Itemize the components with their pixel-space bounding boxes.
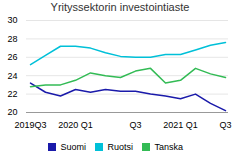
- svg-text:30: 30: [7, 15, 17, 25]
- svg-text:20: 20: [7, 107, 17, 117]
- svg-text:22: 22: [7, 89, 17, 99]
- svg-text:28: 28: [7, 34, 17, 44]
- svg-text:Q3: Q3: [129, 120, 141, 130]
- html-text:Yrityssektorin investointiaste: Yrityssektorin investointiaste: [50, 1, 190, 13]
- html-text:Ruotsi: Ruotsi: [107, 141, 133, 152]
- html-text:Suomi: Suomi: [60, 141, 86, 152]
- svg-text:24: 24: [7, 71, 17, 81]
- svg-text:2021 Q1: 2021 Q1: [163, 120, 198, 130]
- svg-text:Q3: Q3: [219, 120, 231, 130]
- svg-text:2020 Q1: 2020 Q1: [58, 120, 93, 130]
- html-text:Tanska: Tanska: [154, 141, 183, 152]
- svg-text:26: 26: [7, 52, 17, 62]
- svg-text:2019Q3: 2019Q3: [14, 120, 46, 130]
